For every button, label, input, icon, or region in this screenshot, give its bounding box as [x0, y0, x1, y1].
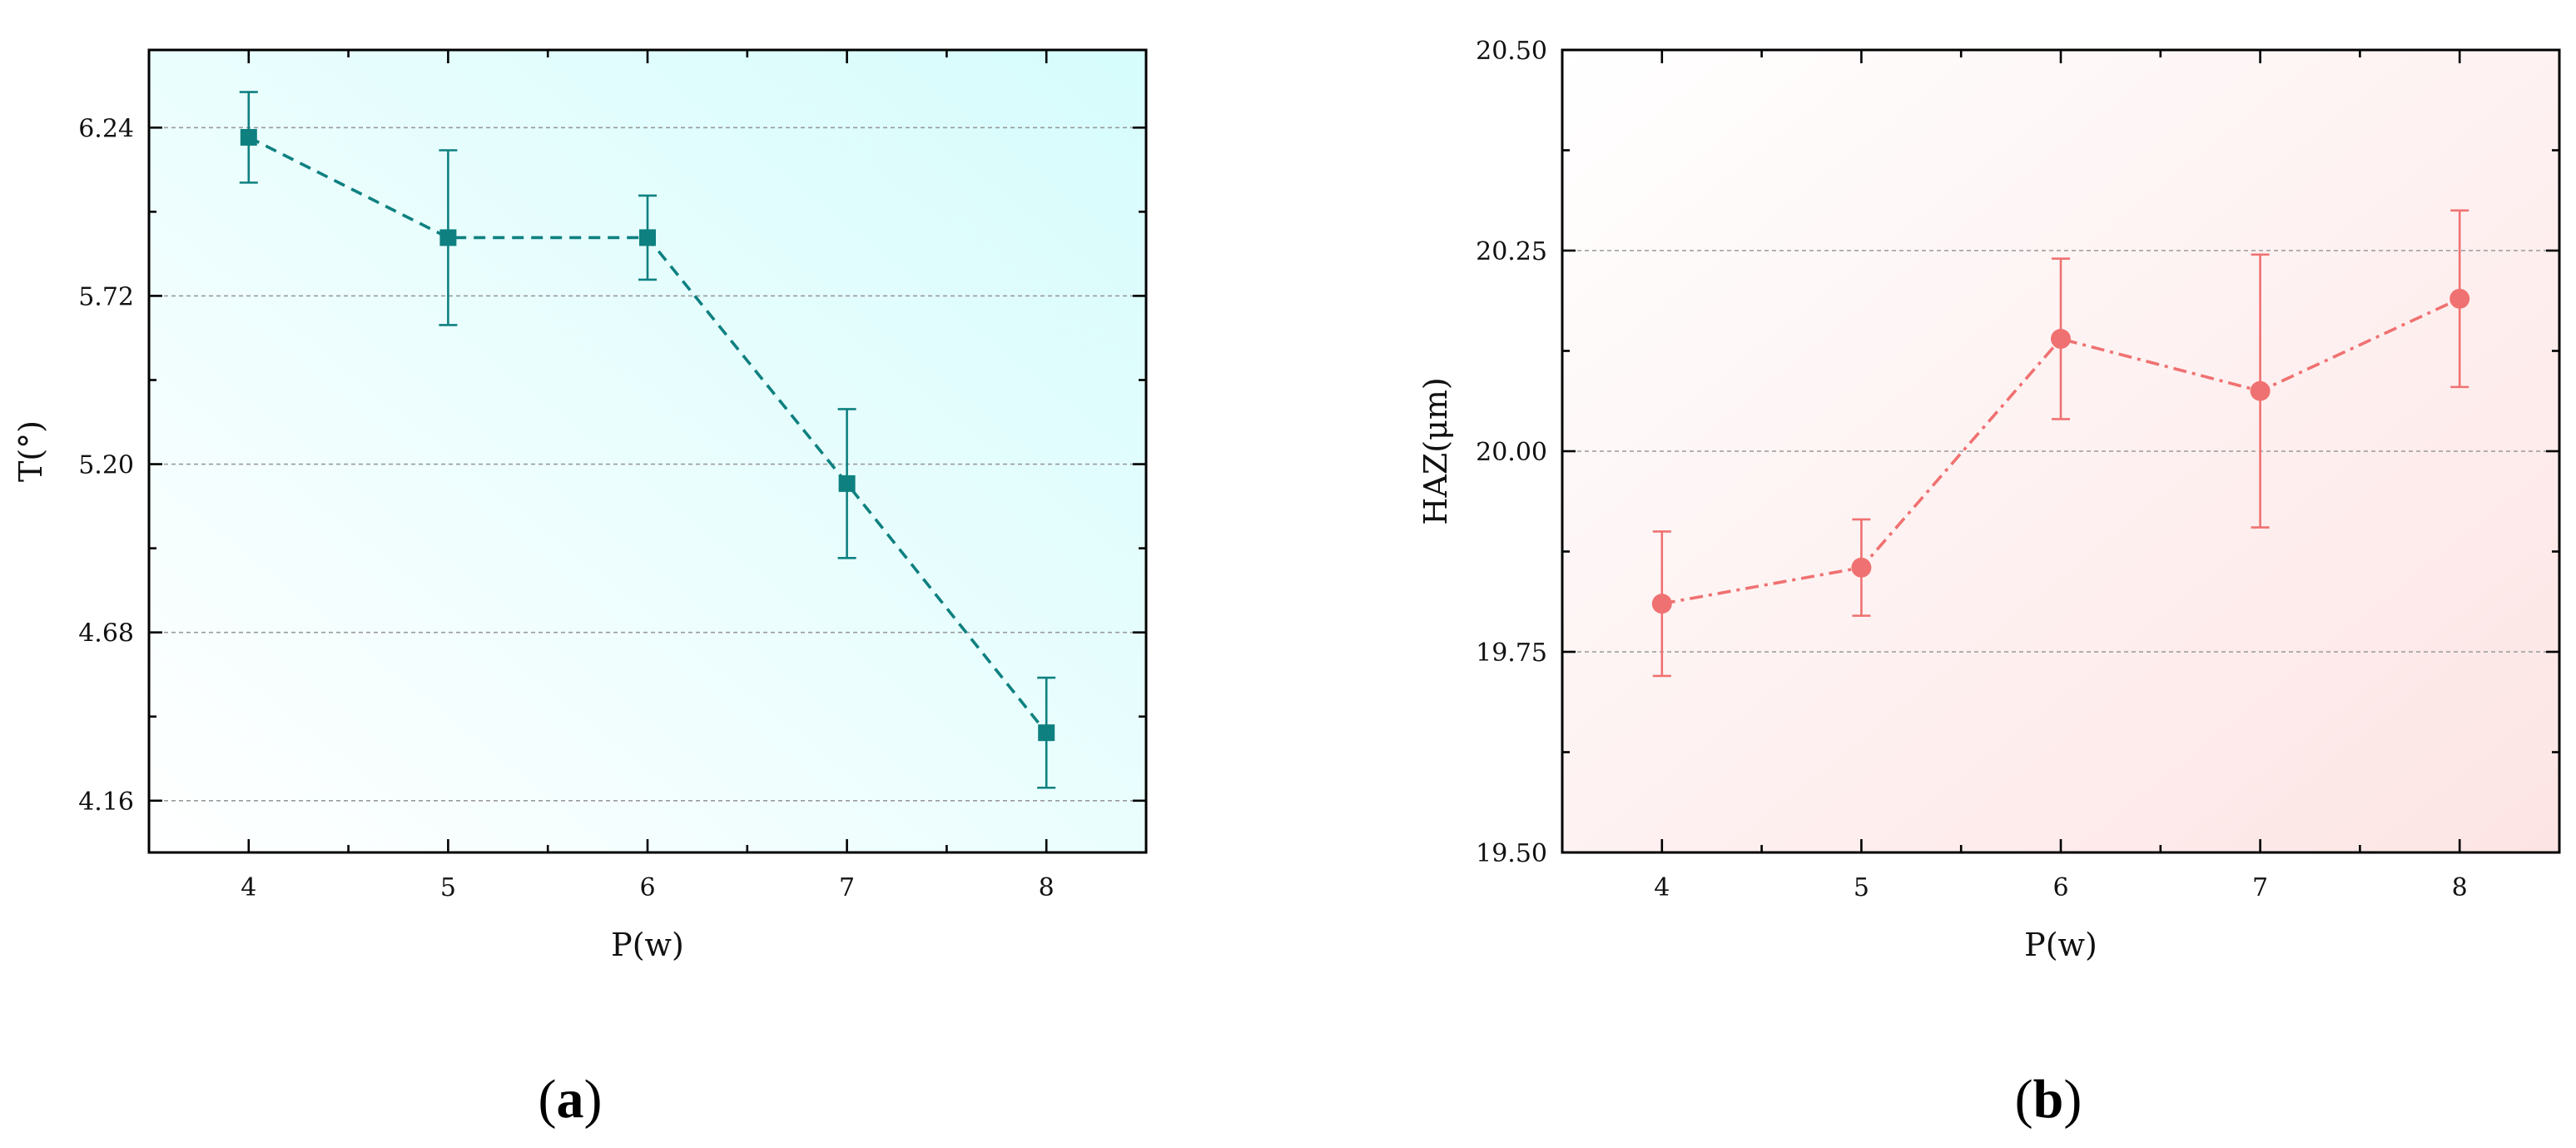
grid-a: [149, 127, 1146, 802]
ticks-a: [149, 50, 1146, 852]
y-tick-label: 4.68: [78, 619, 134, 649]
y-tick-label: 6.24: [78, 114, 134, 143]
x-tick-label: 8: [2452, 873, 2468, 902]
panel-label-a-open: (: [539, 1069, 557, 1130]
x-tick-label: 7: [2252, 873, 2268, 902]
plot-area-a: [149, 50, 1146, 852]
y-axis-title-a: T(°): [12, 420, 49, 482]
y-tick-label: 19.50: [1476, 839, 1547, 868]
markers-b: [1651, 288, 2470, 614]
chart-panel-b: 4 5 6 7 8 19.50 19.75 20.00 20.25 20.50 P(w) HAZ…: [1417, 37, 2561, 1130]
data-point: [240, 128, 257, 146]
y-tick-labels-a: 4.16 4.68 5.20 5.72 6.24: [78, 114, 134, 817]
panel-label-b: (b): [2015, 1069, 2082, 1130]
data-point: [2051, 329, 2071, 350]
data-point: [439, 229, 457, 246]
x-tick-label: 8: [1039, 873, 1055, 902]
x-tick-label: 6: [2052, 873, 2068, 902]
x-tick-label: 4: [1654, 873, 1670, 902]
chart-panel-a: 4 5 6 7 8 4.16 4.68 5.20 5.72 6.24 P(w) T(°) (a): [12, 48, 1148, 1130]
panel-label-b-open: (: [2015, 1069, 2033, 1130]
y-axis-title-b: HAZ(μm): [1417, 377, 1454, 524]
x-tick-label: 4: [241, 873, 256, 902]
markers-a: [240, 128, 1055, 742]
grid-b: [1562, 250, 2559, 653]
data-point: [1651, 594, 1672, 614]
panel-label-b-letter: b: [2033, 1069, 2064, 1130]
x-tick-labels-a: 4 5 6 7 8: [241, 873, 1054, 902]
y-tick-label: 20.50: [1476, 37, 1547, 66]
y-tick-label: 5.72: [78, 282, 134, 311]
x-tick-label: 6: [639, 873, 655, 902]
data-point: [1038, 724, 1055, 742]
data-point: [2250, 380, 2271, 401]
panel-label-a-letter: a: [557, 1069, 584, 1130]
x-tick-label: 5: [440, 873, 456, 902]
data-point: [639, 229, 656, 246]
panel-label-a-close: ): [584, 1069, 603, 1130]
data-point: [2449, 288, 2470, 309]
y-tick-label: 4.16: [78, 788, 134, 817]
x-axis-title-b: P(w): [2024, 927, 2097, 963]
y-tick-label: 20.25: [1476, 237, 1547, 266]
panel-label-a: (a): [539, 1069, 603, 1130]
x-axis-title-a: P(w): [611, 927, 684, 963]
x-tick-labels-b: 4 5 6 7 8: [1654, 873, 2467, 902]
y-tick-labels-b: 19.50 19.75 20.00 20.25 20.50: [1476, 37, 1547, 868]
data-point: [1851, 557, 1872, 578]
y-tick-label: 5.20: [78, 451, 134, 480]
panel-label-b-close: ): [2063, 1069, 2082, 1130]
x-tick-label: 5: [1854, 873, 1869, 902]
ticks-b: [1562, 48, 2559, 854]
series-line-b: [1661, 297, 2460, 605]
y-tick-label: 19.75: [1476, 639, 1547, 668]
data-point: [838, 475, 856, 492]
y-tick-label: 20.00: [1476, 438, 1547, 467]
x-tick-label: 7: [839, 873, 855, 902]
